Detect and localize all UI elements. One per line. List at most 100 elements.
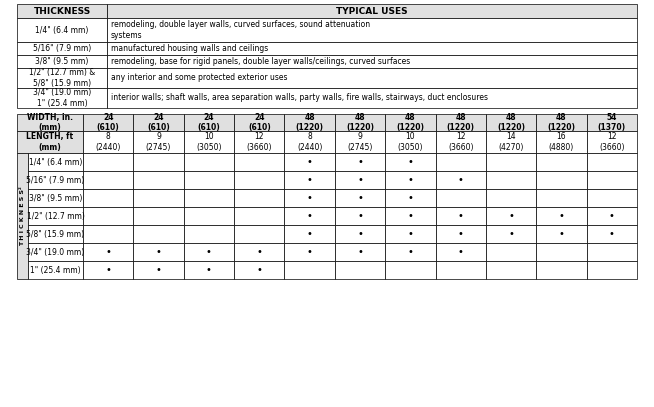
Bar [83, 243, 133, 261]
Bar [385, 131, 436, 153]
Bar [335, 131, 385, 153]
Text: •: • [508, 229, 514, 239]
Bar [107, 88, 637, 108]
Bar [335, 261, 385, 279]
Text: manufactured housing walls and ceilings: manufactured housing walls and ceilings [111, 44, 268, 53]
Text: •: • [357, 175, 363, 185]
Bar [28, 153, 83, 171]
Bar [28, 261, 83, 279]
Bar [284, 131, 335, 153]
Text: 10
(3050): 10 (3050) [398, 132, 423, 152]
Bar [436, 131, 486, 153]
Bar [234, 243, 284, 261]
Text: •: • [307, 211, 313, 221]
Text: 8
(2440): 8 (2440) [95, 132, 121, 152]
Text: 24
(610): 24 (610) [198, 113, 220, 132]
Bar [284, 261, 335, 279]
Text: •: • [206, 247, 212, 257]
Text: 1/4" (6.4 mm): 1/4" (6.4 mm) [29, 158, 82, 166]
Bar [436, 189, 486, 207]
Bar [486, 243, 536, 261]
Bar [385, 189, 436, 207]
Text: •: • [307, 193, 313, 203]
Text: •: • [256, 247, 262, 257]
Text: •: • [105, 247, 111, 257]
Bar [284, 171, 335, 189]
Text: LENGTH, ft
(mm): LENGTH, ft (mm) [26, 132, 73, 152]
Text: •: • [559, 229, 564, 239]
Bar [284, 243, 335, 261]
Bar [335, 153, 385, 171]
Bar [436, 153, 486, 171]
Bar [107, 55, 637, 68]
Bar [234, 189, 284, 207]
Text: 48
(1220): 48 (1220) [497, 113, 525, 132]
Bar [587, 225, 637, 243]
Bar [385, 171, 436, 189]
Bar [385, 153, 436, 171]
Text: •: • [357, 193, 363, 203]
Text: remodeling, double layer walls, curved surfaces, sound attenuation
systems: remodeling, double layer walls, curved s… [111, 20, 370, 40]
Text: 10
(3050): 10 (3050) [196, 132, 222, 152]
Text: 5/16" (7.9 mm): 5/16" (7.9 mm) [33, 44, 91, 53]
Bar [436, 171, 486, 189]
Bar [133, 189, 184, 207]
Bar [587, 131, 637, 153]
Bar [133, 243, 184, 261]
Bar [28, 243, 83, 261]
Bar [234, 153, 284, 171]
Bar [184, 207, 234, 225]
Text: 48
(1220): 48 (1220) [346, 113, 374, 132]
Bar [587, 153, 637, 171]
Text: •: • [156, 265, 162, 275]
Bar [486, 114, 536, 131]
Bar [83, 114, 133, 131]
Bar [107, 68, 637, 88]
Text: 48
(1220): 48 (1220) [396, 113, 424, 132]
Bar [335, 225, 385, 243]
Text: any interior and some protected exterior uses: any interior and some protected exterior… [111, 74, 288, 83]
Text: •: • [508, 211, 514, 221]
Bar [28, 225, 83, 243]
Bar [335, 171, 385, 189]
Bar [335, 114, 385, 131]
Text: 3/4" (19.0 mm): 3/4" (19.0 mm) [26, 247, 84, 256]
Text: •: • [256, 265, 262, 275]
Text: •: • [407, 247, 413, 257]
Bar [486, 153, 536, 171]
Bar [486, 131, 536, 153]
Text: 3/4" (19.0 mm)
1" (25.4 mm): 3/4" (19.0 mm) 1" (25.4 mm) [33, 88, 91, 108]
Bar [234, 225, 284, 243]
Text: •: • [609, 211, 615, 221]
Bar [28, 207, 83, 225]
Bar [17, 114, 83, 131]
Bar [385, 114, 436, 131]
Bar [17, 18, 107, 42]
Text: interior walls; shaft walls, area separation walls, party walls, fire walls, sta: interior walls; shaft walls, area separa… [111, 94, 488, 103]
Text: 5/8" (15.9 mm): 5/8" (15.9 mm) [26, 230, 84, 239]
Bar [184, 153, 234, 171]
Text: •: • [105, 265, 111, 275]
Bar [284, 153, 335, 171]
Bar [184, 131, 234, 153]
Bar [234, 207, 284, 225]
Bar [536, 261, 587, 279]
Text: 48
(1220): 48 (1220) [296, 113, 324, 132]
Text: •: • [357, 247, 363, 257]
Text: T H I C K N E S S²: T H I C K N E S S² [20, 186, 25, 246]
Bar [335, 207, 385, 225]
Bar [536, 225, 587, 243]
Bar [184, 189, 234, 207]
Text: 48
(1220): 48 (1220) [547, 113, 576, 132]
Bar [486, 171, 536, 189]
Text: 8
(2440): 8 (2440) [297, 132, 322, 152]
Bar [385, 261, 436, 279]
Text: 48
(1220): 48 (1220) [447, 113, 475, 132]
Bar [83, 131, 133, 153]
Bar [486, 207, 536, 225]
Text: •: • [357, 211, 363, 221]
Bar [17, 55, 107, 68]
Text: 12
(3660): 12 (3660) [448, 132, 473, 152]
Text: •: • [559, 211, 564, 221]
Bar [83, 171, 133, 189]
